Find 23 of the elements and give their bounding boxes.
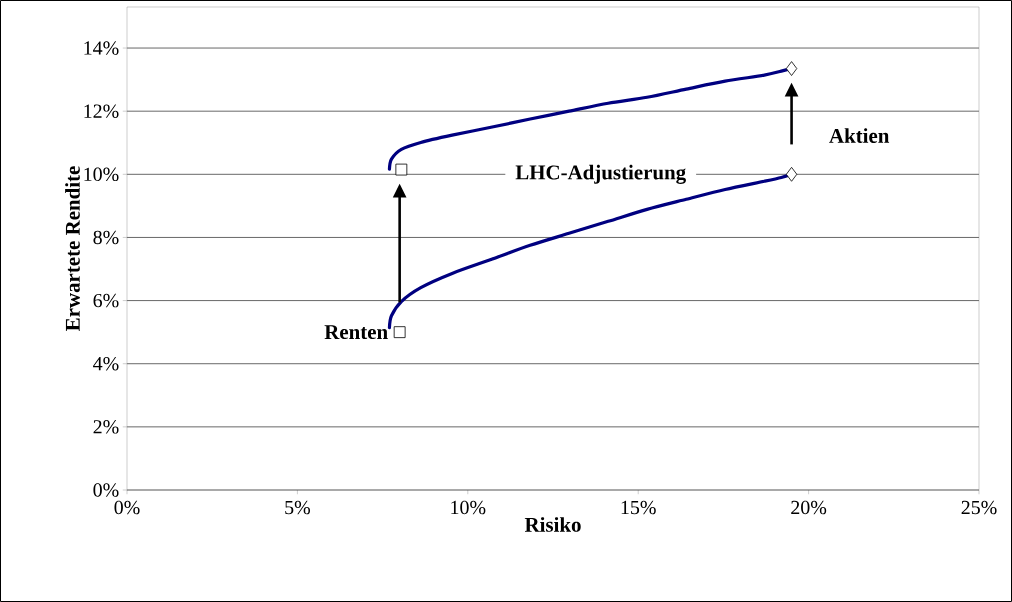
x-tick-label: 25% bbox=[961, 500, 997, 515]
x-tick-label: 0% bbox=[114, 500, 140, 515]
x-tick-label: 15% bbox=[621, 500, 656, 515]
y-tick-label: 14% bbox=[84, 41, 119, 55]
x-tick-label: 10% bbox=[451, 500, 486, 515]
x-tick-label: 20% bbox=[791, 500, 827, 515]
y-tick-label: 8% bbox=[93, 230, 119, 245]
annotation: Aktien bbox=[829, 128, 890, 143]
y-tick-label: 2% bbox=[93, 420, 119, 434]
y-tick-label: 6% bbox=[93, 293, 119, 308]
y-tick-label: 10% bbox=[84, 167, 119, 182]
point bbox=[393, 326, 406, 339]
point bbox=[785, 61, 798, 76]
point bbox=[395, 163, 408, 176]
x-axis-title: Risiko bbox=[524, 517, 581, 532]
y-tick-label: 12% bbox=[84, 104, 119, 118]
y-tick-label: 0% bbox=[93, 483, 119, 497]
y-axis-title: Erwartete Rendite bbox=[65, 166, 80, 331]
annotation: LHC-Adjustierung bbox=[515, 164, 686, 184]
point bbox=[785, 166, 798, 182]
y-tick-label: 4% bbox=[93, 356, 119, 371]
annotation: Renten bbox=[324, 325, 388, 340]
x-tick-label: 5% bbox=[285, 500, 311, 515]
